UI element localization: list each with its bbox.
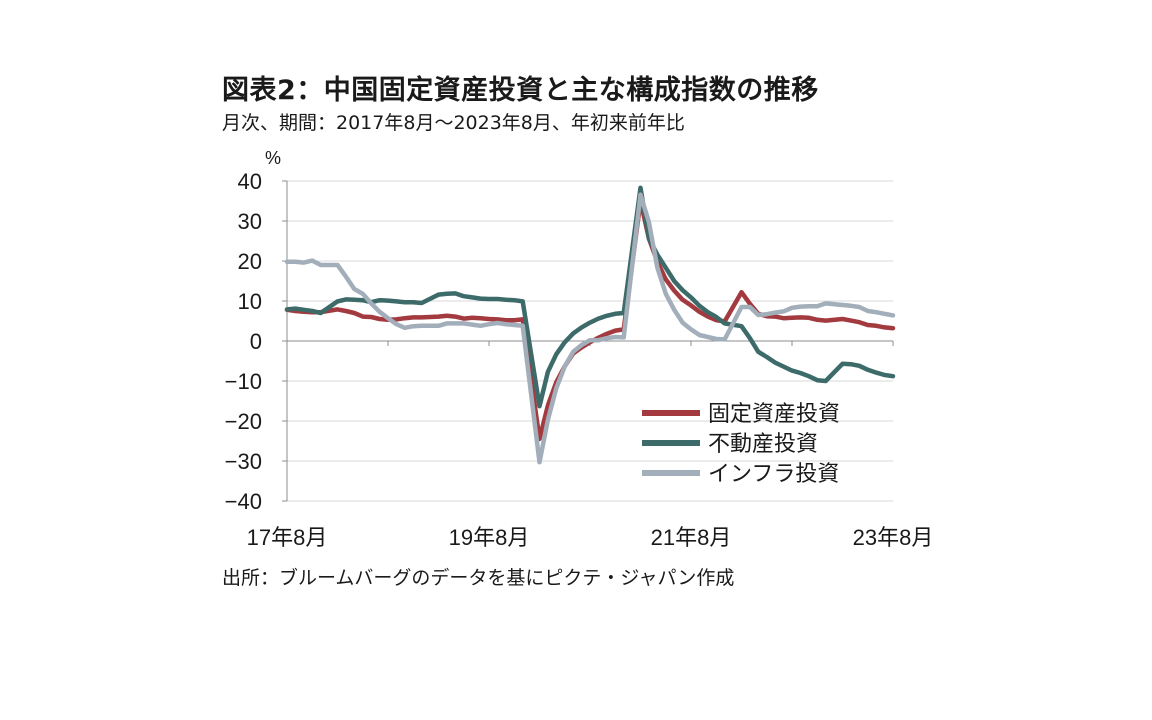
y-tick-label: 40 bbox=[238, 169, 262, 194]
y-unit-label: % bbox=[265, 148, 281, 168]
x-tick-label: 17年8月 bbox=[247, 525, 328, 550]
series-line bbox=[284, 185, 896, 409]
grid-lines bbox=[287, 180, 893, 502]
legend-label: 固定資産投資 bbox=[708, 402, 840, 427]
y-tick-label: −30 bbox=[225, 449, 262, 474]
y-tick-label: −20 bbox=[225, 409, 262, 434]
y-tick-label: 30 bbox=[238, 209, 262, 234]
legend-label: 不動産投資 bbox=[708, 432, 818, 457]
x-tick-label: 23年8月 bbox=[853, 525, 934, 550]
y-tick-label: −40 bbox=[225, 489, 262, 514]
x-tick-label: 19年8月 bbox=[449, 525, 530, 550]
series-line bbox=[284, 192, 896, 465]
y-tick-label: 10 bbox=[238, 289, 262, 314]
y-tick-label: 0 bbox=[250, 329, 262, 354]
source-note: 出所：ブルームバーグのデータを基にピクテ・ジャパン作成 bbox=[222, 567, 735, 589]
legend-label: インフラ投資 bbox=[708, 462, 839, 487]
y-tick-labels: 40 30 20 10 0 −10 −20 −30 −40 bbox=[225, 169, 262, 514]
series-lines bbox=[284, 185, 896, 465]
y-tick-label: 20 bbox=[238, 249, 262, 274]
chart-subtitle: 月次、期間：2017年8月〜2023年8月、年初来前年比 bbox=[222, 112, 685, 134]
chart-title: 図表2：中国固定資産投資と主な構成指数の推移 bbox=[222, 75, 819, 106]
y-tick-label: −10 bbox=[225, 369, 262, 394]
x-tick-label: 21年8月 bbox=[651, 525, 732, 550]
x-tick-labels: 17年8月 19年8月 21年8月 23年8月 bbox=[247, 525, 934, 550]
